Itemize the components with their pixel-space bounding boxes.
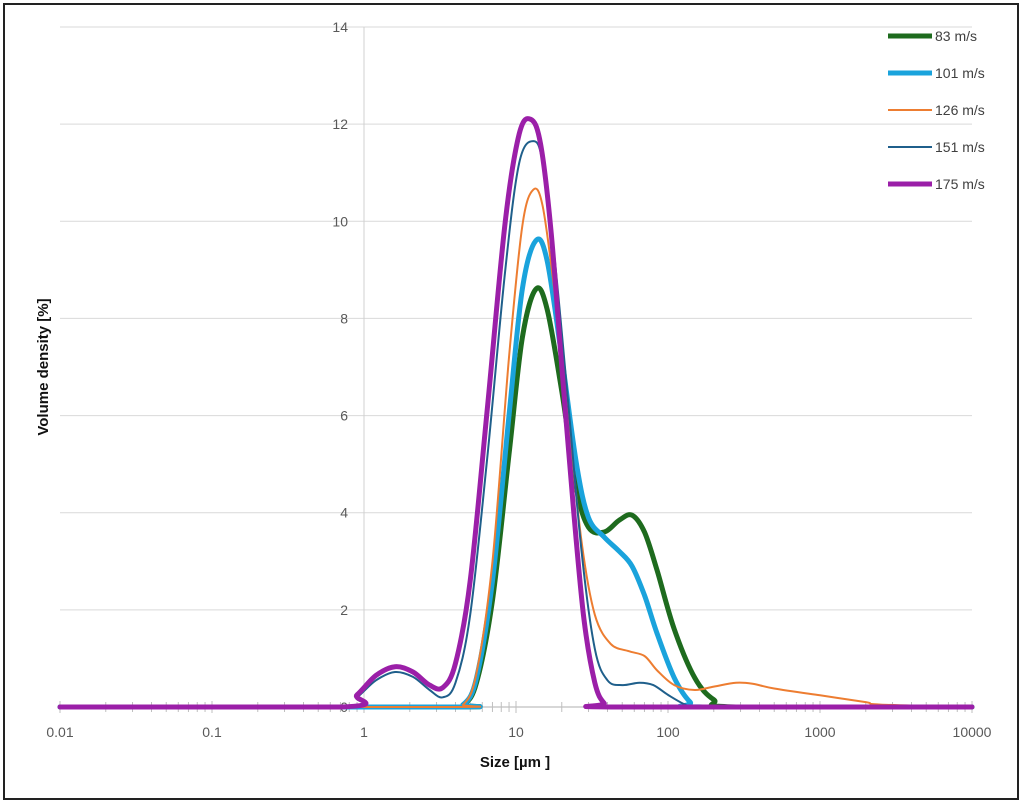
x-tick-label: 100 bbox=[656, 724, 680, 740]
y-axis-title: Volume density [%] bbox=[35, 298, 52, 435]
y-tick-label: 12 bbox=[332, 116, 348, 132]
legend: 83 m/s 101 m/s 126 m/s 151 m/s 175 m/s bbox=[888, 28, 985, 192]
y-tick-label: 14 bbox=[332, 19, 348, 35]
legend-label: 126 m/s bbox=[935, 102, 985, 118]
x-tick-label: 10000 bbox=[953, 724, 992, 740]
series-lines bbox=[57, 116, 975, 710]
series-line-4 bbox=[59, 140, 973, 709]
legend-label: 101 m/s bbox=[935, 65, 985, 81]
x-axis-title: Size [µm ] bbox=[480, 754, 550, 771]
x-tick-label: 1000 bbox=[804, 724, 835, 740]
y-tick-label: 6 bbox=[340, 408, 348, 424]
x-tick-label: 10 bbox=[508, 724, 524, 740]
y-tick-label: 8 bbox=[340, 310, 348, 326]
grid-lines bbox=[60, 26, 972, 611]
series-line-2 bbox=[57, 236, 975, 710]
y-tick-label: 4 bbox=[340, 505, 348, 521]
legend-label: 83 m/s bbox=[935, 28, 977, 44]
x-tick-label: 1 bbox=[360, 724, 368, 740]
y-tick-label: 2 bbox=[340, 602, 348, 618]
x-tick-labels: 0.01 0.1 1 10 100 1000 10000 bbox=[46, 724, 991, 740]
legend-label: 151 m/s bbox=[935, 139, 985, 155]
series-line-3 bbox=[59, 187, 973, 709]
x-tick-label: 0.01 bbox=[46, 724, 73, 740]
y-tick-label: 10 bbox=[332, 213, 348, 229]
legend-label: 175 m/s bbox=[935, 176, 985, 192]
x-tick-label: 0.1 bbox=[202, 724, 222, 740]
series-line-5 bbox=[57, 116, 975, 710]
